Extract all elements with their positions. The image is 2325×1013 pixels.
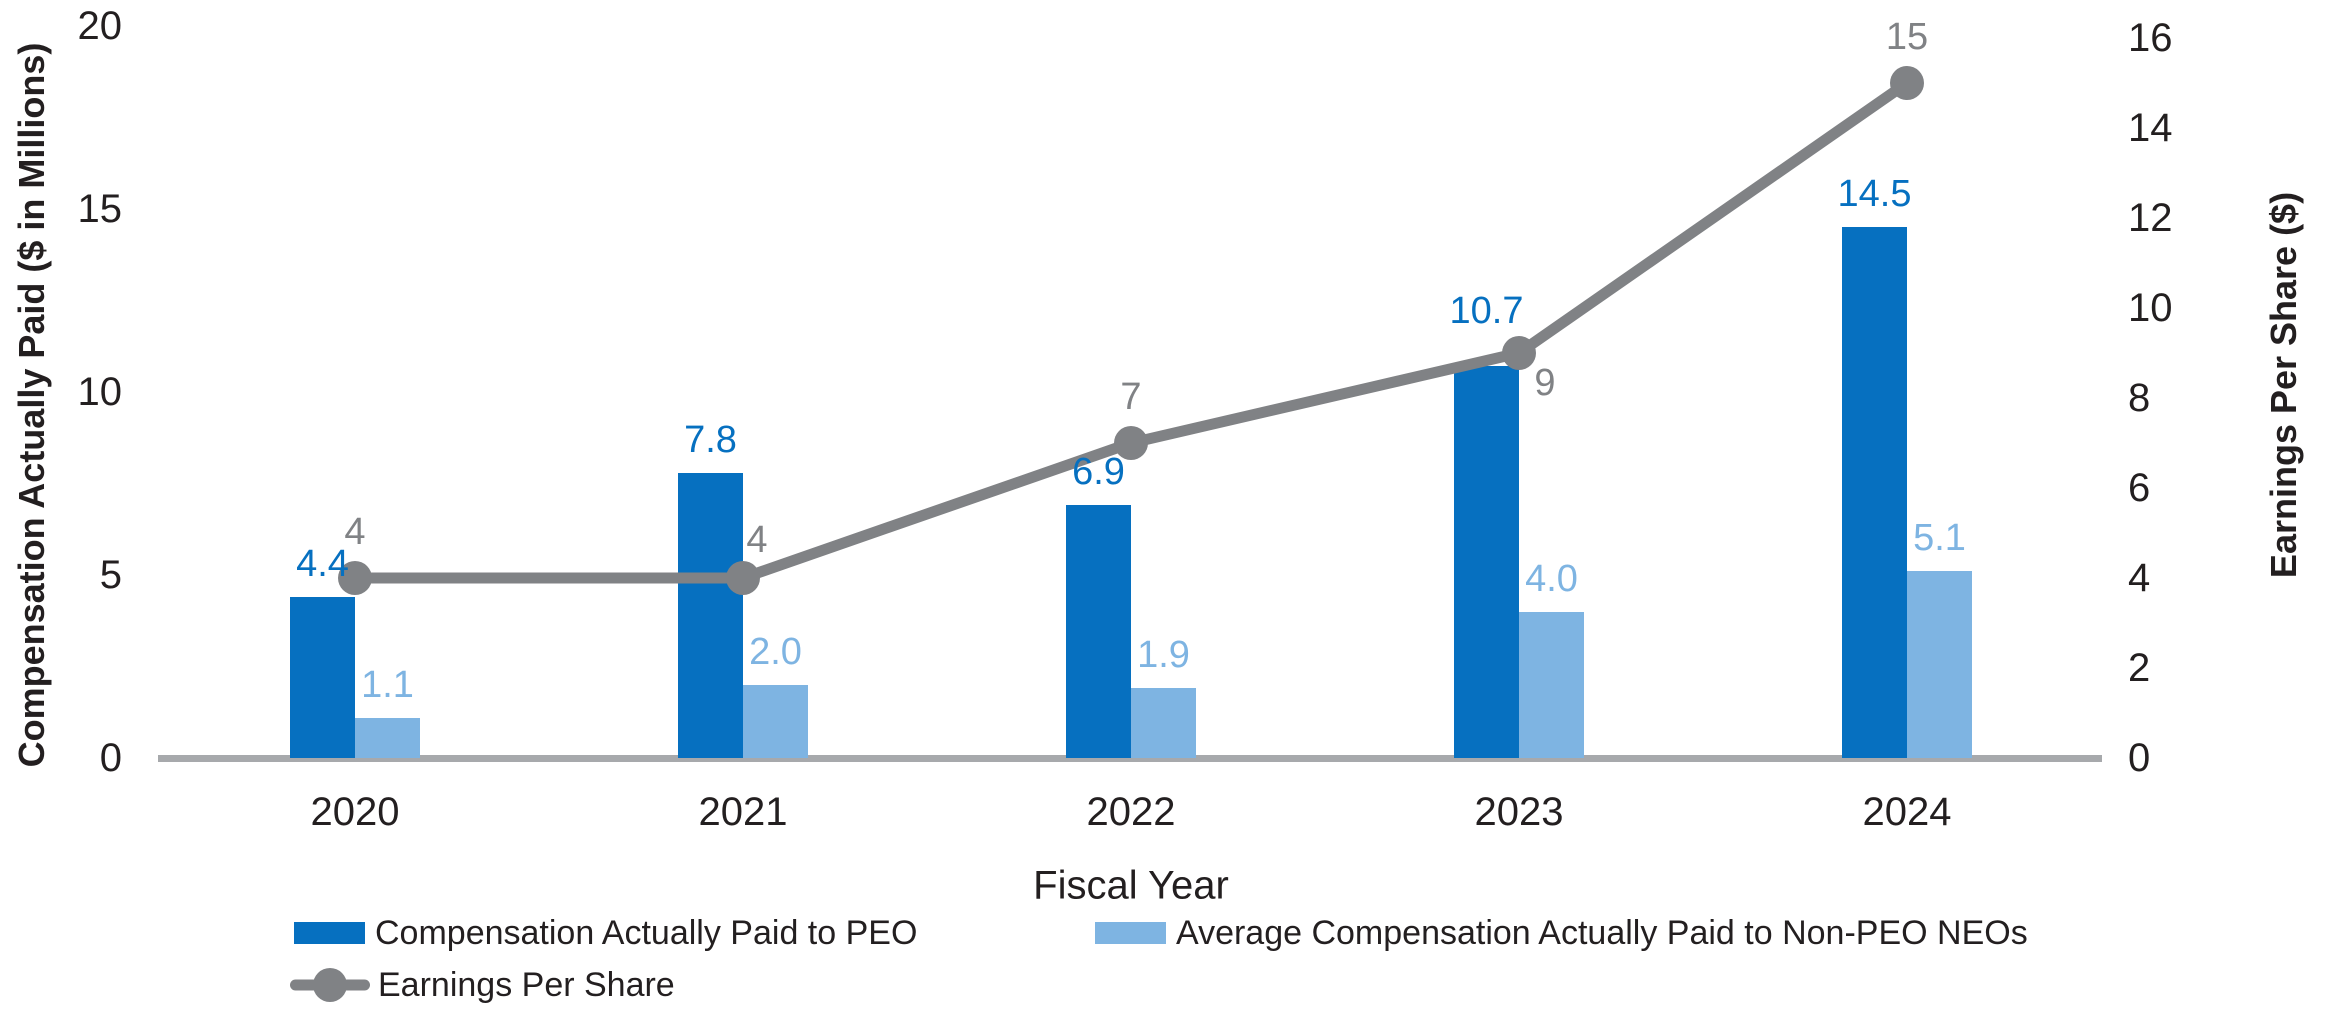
bar-peo-2021 xyxy=(678,472,743,758)
x-tick-2024: 2024 xyxy=(1862,790,1952,834)
x-axis-title: Fiscal Year xyxy=(1033,863,1229,908)
x-tick-2020: 2020 xyxy=(310,790,400,834)
right-axis-tick-0: 0 xyxy=(2128,736,2151,780)
eps-line xyxy=(355,78,1911,584)
label-eps-2023: 9 xyxy=(1534,362,1556,404)
legend-label-peo: Compensation Actually Paid to PEO xyxy=(375,914,918,952)
bar-neo-2023 xyxy=(1519,611,1584,758)
legend-item-peo: Compensation Actually Paid to PEO xyxy=(294,916,917,950)
eps-point-2023 xyxy=(1502,336,1536,370)
label-peo-2020: 4.4 xyxy=(296,542,349,585)
right-axis-tick-6: 6 xyxy=(2128,466,2151,510)
label-eps-2021: 4 xyxy=(746,519,768,561)
right-axis-tick-12: 12 xyxy=(2128,196,2173,240)
right-axis-tick-10: 10 xyxy=(2128,286,2173,330)
x-tick-2021: 2021 xyxy=(698,790,788,834)
legend-swatch-eps-line-icon xyxy=(290,968,370,1002)
bar-neo-2024 xyxy=(1907,571,1972,758)
legend-label-eps: Earnings Per Share xyxy=(378,966,675,1004)
left-axis-tick-20: 20 xyxy=(77,4,123,48)
label-neo-2021: 2.0 xyxy=(749,630,802,673)
label-peo-2022: 6.9 xyxy=(1072,451,1125,494)
label-eps-2020: 4 xyxy=(344,511,366,553)
right-axis-tick-14: 14 xyxy=(2128,106,2173,150)
label-peo-2023: 10.7 xyxy=(1449,290,1524,333)
right-axis-tick-8: 8 xyxy=(2128,376,2151,420)
right-axis-tick-4: 4 xyxy=(2128,556,2151,600)
legend-swatch-neo-icon xyxy=(1095,922,1166,944)
bar-neo-2021 xyxy=(743,684,808,758)
label-neo-2022: 1.9 xyxy=(1137,634,1190,677)
legend-item-eps: Earnings Per Share xyxy=(290,968,675,1002)
left-axis-tick-15: 15 xyxy=(77,187,123,231)
bar-peo-2023 xyxy=(1454,366,1519,758)
label-peo-2021: 7.8 xyxy=(684,418,737,461)
bar-peo-2022 xyxy=(1066,505,1131,758)
legend-item-neo: Average Compensation Actually Paid to No… xyxy=(1095,916,2028,950)
x-axis-line xyxy=(158,755,2102,762)
label-eps-2022: 7 xyxy=(1120,376,1142,418)
bar-peo-2020 xyxy=(290,596,355,758)
legend-swatch-peo-icon xyxy=(294,922,365,944)
bar-neo-2020 xyxy=(355,717,420,758)
eps-point-2024 xyxy=(1890,66,1924,100)
right-axis-tick-16: 16 xyxy=(2128,16,2173,60)
x-tick-2023: 2023 xyxy=(1474,790,1564,834)
legend-label-neo: Average Compensation Actually Paid to No… xyxy=(1176,914,2028,952)
label-neo-2024: 5.1 xyxy=(1913,517,1966,560)
right-axis-tick-2: 2 xyxy=(2128,646,2151,690)
left-axis-tick-5: 5 xyxy=(99,553,122,597)
label-eps-2024: 15 xyxy=(1885,16,1929,58)
bar-peo-2024 xyxy=(1842,227,1907,758)
x-tick-2022: 2022 xyxy=(1086,790,1176,834)
left-axis-tick-10: 10 xyxy=(77,370,123,414)
label-neo-2020: 1.1 xyxy=(361,663,414,706)
label-peo-2024: 14.5 xyxy=(1837,173,1912,216)
left-axis-tick-0: 0 xyxy=(99,736,122,780)
right-axis-title: Earnings Per Share ($) xyxy=(2263,191,2304,579)
bar-neo-2022 xyxy=(1131,688,1196,758)
label-neo-2023: 4.0 xyxy=(1525,557,1578,600)
